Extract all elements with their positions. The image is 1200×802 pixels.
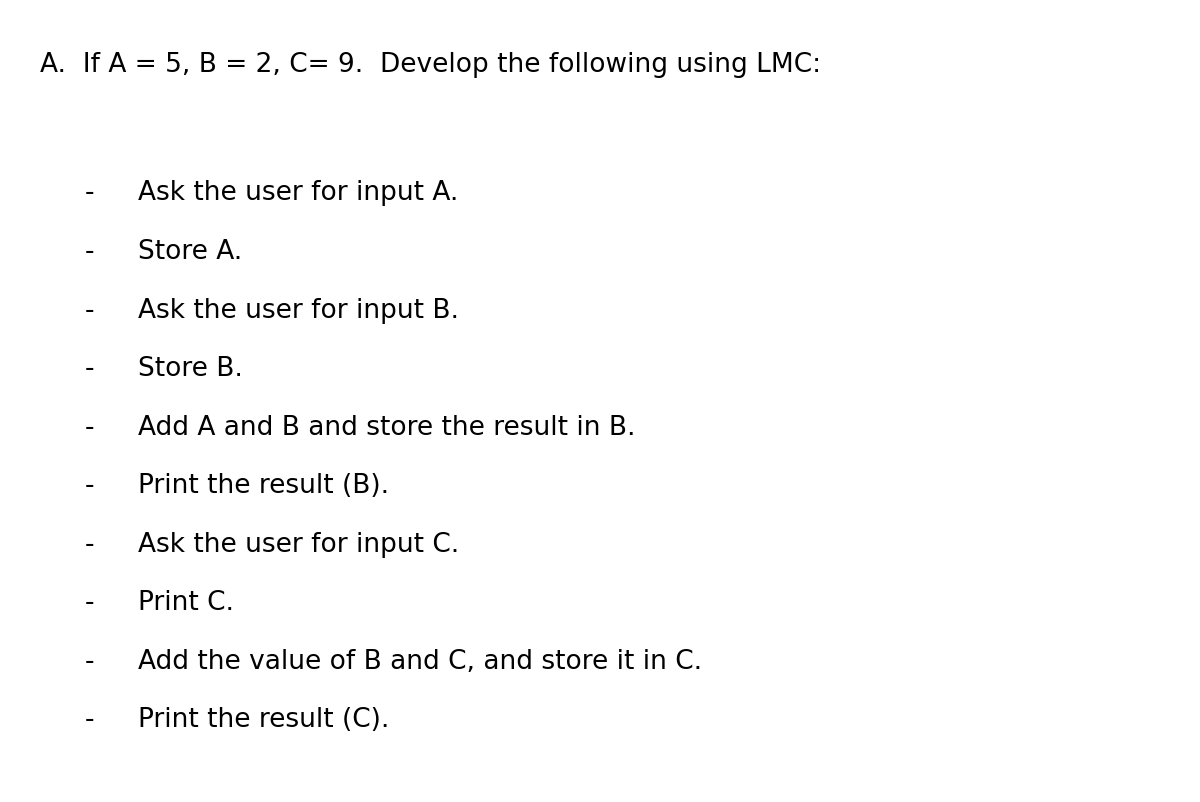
Text: -: - [85, 707, 95, 733]
Text: -: - [85, 356, 95, 382]
Text: Ask the user for input C.: Ask the user for input C. [138, 532, 460, 557]
Text: Print C.: Print C. [138, 590, 234, 616]
Text: -: - [85, 180, 95, 206]
Text: Print the result (B).: Print the result (B). [138, 473, 389, 499]
Text: Store B.: Store B. [138, 356, 242, 382]
Text: -: - [85, 415, 95, 440]
Text: -: - [85, 239, 95, 265]
Text: Print the result (C).: Print the result (C). [138, 707, 389, 733]
Text: A.  If A = 5, B = 2, C= 9.  Develop the following using LMC:: A. If A = 5, B = 2, C= 9. Develop the fo… [40, 52, 821, 78]
Text: -: - [85, 532, 95, 557]
Text: Ask the user for input B.: Ask the user for input B. [138, 298, 458, 323]
Text: -: - [85, 473, 95, 499]
Text: Add the value of B and C, and store it in C.: Add the value of B and C, and store it i… [138, 649, 702, 674]
Text: -: - [85, 590, 95, 616]
Text: Store A.: Store A. [138, 239, 242, 265]
Text: Ask the user for input A.: Ask the user for input A. [138, 180, 458, 206]
Text: -: - [85, 649, 95, 674]
Text: Add A and B and store the result in B.: Add A and B and store the result in B. [138, 415, 636, 440]
Text: -: - [85, 298, 95, 323]
